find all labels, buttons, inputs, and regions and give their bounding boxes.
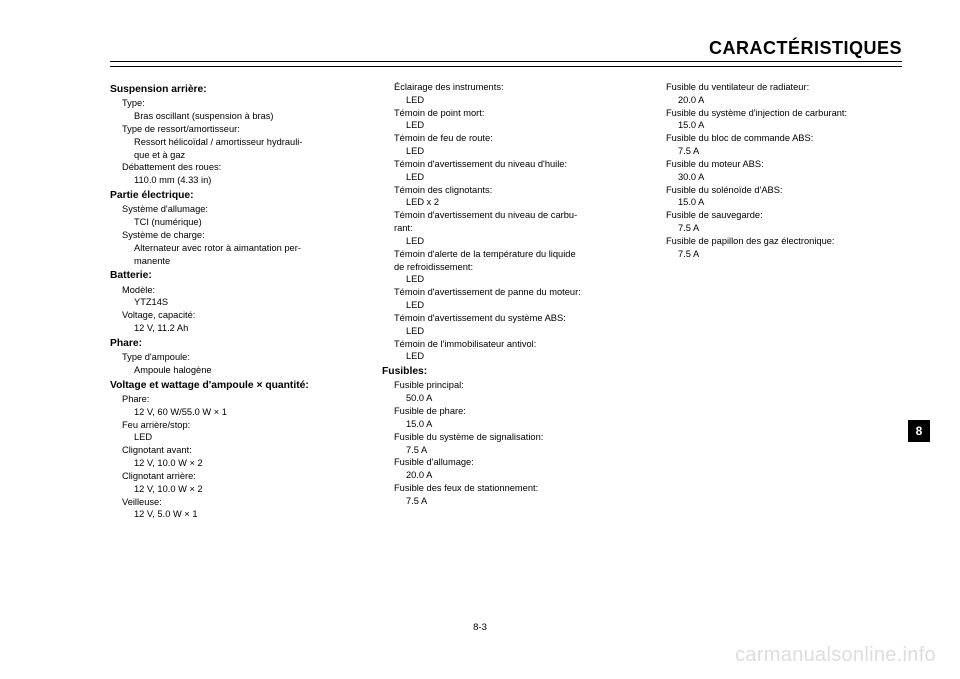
column-2: Éclairage des instruments: LED Témoin de… [382, 81, 630, 521]
spec-value: 20.0 A [382, 469, 630, 482]
spec-label: Clignotant arrière: [110, 470, 358, 483]
content-columns: Suspension arrière: Type: Bras oscillant… [110, 81, 902, 521]
spec-value: que et à gaz [110, 149, 358, 162]
spec-value: 50.0 A [382, 392, 630, 405]
spec-label: Veilleuse: [110, 496, 358, 509]
spec-value: LED [382, 171, 630, 184]
spec-label: Éclairage des instruments: [382, 81, 630, 94]
spec-label: Témoin des clignotants: [382, 184, 630, 197]
spec-value: 12 V, 60 W/55.0 W × 1 [110, 406, 358, 419]
spec-label: Type de ressort/amortisseur: [110, 123, 358, 136]
spec-label: rant: [382, 222, 630, 235]
spec-label: Fusible du système d'injection de carbur… [654, 107, 902, 120]
spec-value: LED [382, 145, 630, 158]
spec-value: 110.0 mm (4.33 in) [110, 174, 358, 187]
spec-label: Fusible de papillon des gaz électronique… [654, 235, 902, 248]
section-tab: 8 [908, 420, 930, 442]
spec-value: LED [382, 119, 630, 132]
spec-label: Type: [110, 97, 358, 110]
spec-value: Alternateur avec rotor à aimantation per… [110, 242, 358, 255]
spec-value: 30.0 A [654, 171, 902, 184]
spec-value: 7.5 A [382, 495, 630, 508]
spec-value: LED [382, 350, 630, 363]
spec-label: Fusible du ventilateur de radiateur: [654, 81, 902, 94]
column-3: Fusible du ventilateur de radiateur: 20.… [654, 81, 902, 521]
spec-label: Type d'ampoule: [110, 351, 358, 364]
section-head: Batterie: [110, 269, 358, 283]
spec-value: 7.5 A [654, 248, 902, 261]
spec-value: 15.0 A [382, 418, 630, 431]
spec-label: Modèle: [110, 284, 358, 297]
spec-label: Témoin d'avertissement du système ABS: [382, 312, 630, 325]
spec-label: Fusible du solénoïde d'ABS: [654, 184, 902, 197]
spec-value: LED [382, 299, 630, 312]
spec-value: 7.5 A [654, 222, 902, 235]
spec-value: 15.0 A [654, 119, 902, 132]
spec-value: LED [382, 94, 630, 107]
spec-label: de refroidissement: [382, 261, 630, 274]
section-head: Voltage et wattage d'ampoule × quantité: [110, 379, 358, 393]
spec-label: Système d'allumage: [110, 203, 358, 216]
spec-label: Témoin de l'immobilisateur antivol: [382, 338, 630, 351]
spec-label: Feu arrière/stop: [110, 419, 358, 432]
spec-value: 7.5 A [654, 145, 902, 158]
spec-value: TCI (numérique) [110, 216, 358, 229]
page-number: 8-3 [0, 622, 960, 633]
page-header: CARACTÉRISTIQUES [110, 38, 902, 62]
spec-label: Témoin de point mort: [382, 107, 630, 120]
spec-label: Témoin d'avertissement du niveau d'huile… [382, 158, 630, 171]
spec-value: LED [382, 325, 630, 338]
spec-label: Témoin d'avertissement du niveau de carb… [382, 209, 630, 222]
spec-value: 15.0 A [654, 196, 902, 209]
watermark: carmanualsonline.info [735, 644, 936, 667]
section-head: Suspension arrière: [110, 83, 358, 97]
spec-value: LED [382, 273, 630, 286]
spec-value: Bras oscillant (suspension à bras) [110, 110, 358, 123]
header-rule [110, 66, 902, 67]
spec-value: Ressort hélicoïdal / amortisseur hydraul… [110, 136, 358, 149]
spec-value: manente [110, 255, 358, 268]
spec-value: 12 V, 5.0 W × 1 [110, 508, 358, 521]
spec-label: Témoin d'alerte de la température du liq… [382, 248, 630, 261]
spec-label: Fusible de sauvegarde: [654, 209, 902, 222]
spec-label: Fusible du bloc de commande ABS: [654, 132, 902, 145]
column-1: Suspension arrière: Type: Bras oscillant… [110, 81, 358, 521]
spec-label: Fusible des feux de stationnement: [382, 482, 630, 495]
section-head: Phare: [110, 337, 358, 351]
spec-label: Témoin de feu de route: [382, 132, 630, 145]
spec-label: Fusible du moteur ABS: [654, 158, 902, 171]
section-head: Fusibles: [382, 365, 630, 379]
spec-value: LED [110, 431, 358, 444]
spec-label: Fusible du système de signalisation: [382, 431, 630, 444]
spec-value: 12 V, 10.0 W × 2 [110, 457, 358, 470]
spec-label: Système de charge: [110, 229, 358, 242]
section-head: Partie électrique: [110, 189, 358, 203]
spec-label: Voltage, capacité: [110, 309, 358, 322]
spec-value: Ampoule halogène [110, 364, 358, 377]
manual-page: CARACTÉRISTIQUES Suspension arrière: Typ… [0, 0, 960, 679]
spec-value: LED x 2 [382, 196, 630, 209]
spec-label: Clignotant avant: [110, 444, 358, 457]
spec-label: Débattement des roues: [110, 161, 358, 174]
spec-value: 12 V, 11.2 Ah [110, 322, 358, 335]
spec-value: LED [382, 235, 630, 248]
spec-label: Fusible principal: [382, 379, 630, 392]
spec-label: Phare: [110, 393, 358, 406]
spec-value: YTZ14S [110, 296, 358, 309]
spec-label: Fusible de phare: [382, 405, 630, 418]
spec-value: 7.5 A [382, 444, 630, 457]
spec-value: 20.0 A [654, 94, 902, 107]
spec-value: 12 V, 10.0 W × 2 [110, 483, 358, 496]
spec-label: Témoin d'avertissement de panne du moteu… [382, 286, 630, 299]
page-title: CARACTÉRISTIQUES [709, 38, 902, 59]
spec-label: Fusible d'allumage: [382, 456, 630, 469]
